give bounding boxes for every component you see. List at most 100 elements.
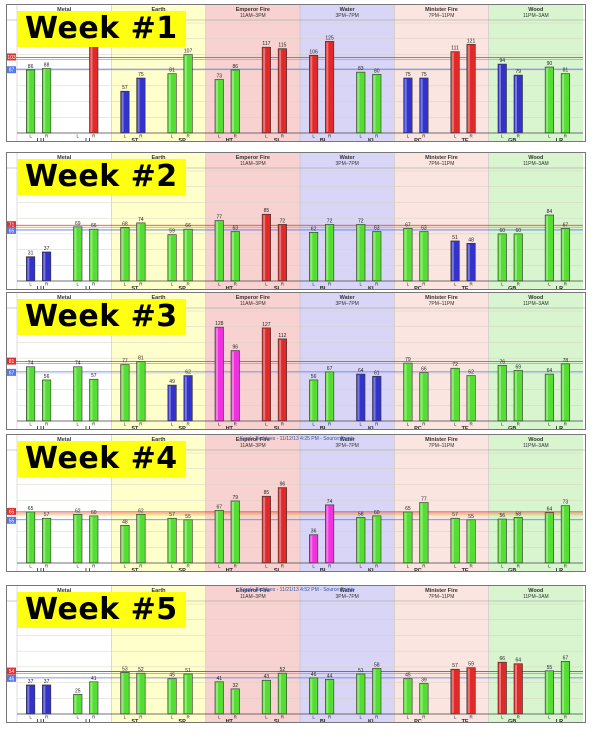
bar-highlight xyxy=(216,511,218,562)
bar-value-label: 86 xyxy=(232,64,238,70)
side-label: L xyxy=(76,715,79,720)
bar-value-label: 36 xyxy=(311,529,317,535)
meridian-label: LI xyxy=(85,286,90,290)
side-label: R xyxy=(139,422,143,427)
bar-value-label: 43 xyxy=(264,674,270,680)
bar-highlight xyxy=(184,55,187,132)
side-label: L xyxy=(359,422,362,427)
bar-value-label: 51 xyxy=(452,235,458,241)
side-label: R xyxy=(234,422,238,427)
side-label: L xyxy=(171,715,174,720)
bar-highlight xyxy=(232,351,234,420)
bar-highlight xyxy=(515,234,517,280)
bar-value-label: 25 xyxy=(75,688,81,694)
side-label: R xyxy=(469,715,473,720)
side-label: R xyxy=(281,134,285,139)
side-label: R xyxy=(45,134,49,139)
bar-value-label: 52 xyxy=(280,667,286,673)
section-hours: 7PM–11PM xyxy=(429,161,455,167)
meridian-label: BL xyxy=(320,719,328,723)
bar-value-label: 83 xyxy=(358,66,364,72)
bar-highlight xyxy=(310,380,313,420)
bar-value-label: 55 xyxy=(185,514,191,520)
bar-value-label: 76 xyxy=(499,359,505,365)
meridian-label: ST xyxy=(131,426,139,430)
bar-highlight xyxy=(216,221,218,280)
section-name: Wood xyxy=(528,295,543,301)
bar-value-label: 117 xyxy=(262,41,270,47)
section-name: Wood xyxy=(528,155,543,161)
mean-value-tag xyxy=(7,221,16,229)
bar-value-label: 75 xyxy=(138,72,144,78)
side-label: R xyxy=(186,715,190,720)
bar-value-label: 81 xyxy=(138,356,144,362)
bar-value-label: 41 xyxy=(91,676,97,682)
bar-highlight xyxy=(373,232,376,280)
section-name: Metal xyxy=(57,155,72,161)
side-label: R xyxy=(281,715,285,720)
side-label: L xyxy=(312,282,315,287)
bar-value-label: 62 xyxy=(185,370,191,376)
section-hours: 11AM–3PM xyxy=(240,301,266,307)
bar-highlight xyxy=(404,79,407,132)
section-name: Metal xyxy=(57,588,72,594)
bar-value-label: 78 xyxy=(563,358,569,364)
bar-highlight xyxy=(168,386,171,420)
bar-value-label: 72 xyxy=(280,218,286,224)
side-label: L xyxy=(265,422,268,427)
reference-value-label: 55 xyxy=(9,518,15,524)
bar-highlight xyxy=(27,685,30,713)
meridian-label: LR xyxy=(556,426,563,430)
meridian-label: HT xyxy=(226,719,234,723)
bar-value-label: 37 xyxy=(44,246,50,252)
side-label: L xyxy=(76,282,79,287)
section-hours: 11AM–3PM xyxy=(240,13,266,19)
bar-value-label: 81 xyxy=(563,68,569,74)
reference-value-tag xyxy=(7,674,16,682)
side-label: R xyxy=(375,422,379,427)
bar-highlight xyxy=(168,74,171,132)
meridian-label: BL xyxy=(320,286,328,290)
section-name: Water xyxy=(340,588,356,594)
side-label: L xyxy=(312,564,315,569)
bar-highlight xyxy=(467,668,470,713)
bar-highlight xyxy=(168,679,171,713)
meridian-label: LI xyxy=(85,719,90,723)
bar-value-label: 85 xyxy=(264,208,270,214)
mean-value-tag xyxy=(7,357,16,365)
bar-highlight xyxy=(546,216,549,280)
side-label: R xyxy=(234,564,238,569)
bar-highlight xyxy=(404,364,407,420)
bar-highlight xyxy=(499,663,501,713)
bar-highlight xyxy=(90,682,93,713)
meridian-label: TE xyxy=(462,568,469,572)
meridian-label: SI xyxy=(274,286,280,290)
section-hours: 7PM–11PM xyxy=(429,443,455,449)
meridian-label: GB xyxy=(508,286,516,290)
side-label: L xyxy=(454,715,457,720)
side-label: R xyxy=(186,564,190,569)
section-name: Emperor Fire xyxy=(236,155,270,161)
bar-value-label: 88 xyxy=(44,62,50,68)
bar-value-label: 84 xyxy=(547,209,553,215)
bar-value-label: 111 xyxy=(451,46,459,52)
side-label: R xyxy=(328,282,332,287)
bar-value-label: 57 xyxy=(44,512,50,518)
bar-value-label: 46 xyxy=(311,672,317,678)
side-label: L xyxy=(548,134,551,139)
chart-subtitle: Karole Beddoes - 11/12/13 4:25 PM - Sour… xyxy=(240,436,355,442)
side-label: L xyxy=(359,282,362,287)
side-label: L xyxy=(454,282,457,287)
bar-value-label: 59 xyxy=(468,662,474,668)
bar-highlight xyxy=(373,669,376,713)
bar-highlight xyxy=(562,229,565,280)
meridian-label: LR xyxy=(556,138,563,142)
side-label: R xyxy=(517,422,521,427)
meridian-label: GB xyxy=(508,138,516,142)
bar-value-label: 86 xyxy=(28,64,34,70)
bar-highlight xyxy=(74,515,77,562)
week-panel-5: Metal3AM–7AMEarth7AM–11AMEmperor Fire11A… xyxy=(6,585,586,723)
bar-value-label: 79 xyxy=(405,357,411,363)
bar-value-label: 59 xyxy=(169,229,175,235)
meridian-label: TE xyxy=(462,426,469,430)
